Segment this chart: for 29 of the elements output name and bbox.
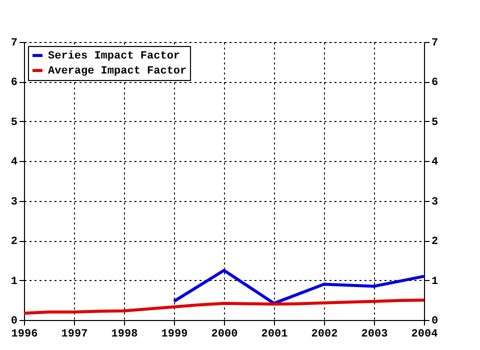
y2-tick-label: 1	[432, 276, 438, 288]
x-tick-label: 1996	[11, 328, 38, 340]
y2-tick-label: 4	[432, 156, 438, 169]
y2-tick-label: 6	[432, 77, 438, 90]
legend-label: Series Impact Factor	[48, 50, 180, 62]
legend-label: Average Impact Factor	[48, 66, 187, 78]
y2-tick-label: 5	[432, 116, 438, 129]
y2-tick-label: 3	[432, 196, 438, 208]
x-tick-label: 2001	[261, 328, 288, 340]
line-series	[22, 298, 426, 315]
y-tick-label: 4	[10, 156, 18, 169]
x-tick-label: 1998	[111, 328, 138, 340]
y2-tick-label: 7	[432, 38, 438, 50]
x-tick-label: 2004	[411, 328, 438, 340]
y-tick-label: 7	[10, 38, 18, 50]
y2-tick-label: 0	[432, 316, 438, 328]
x-tick-label: 1997	[61, 328, 88, 340]
y-tick-label: 2	[10, 236, 18, 248]
y-tick-label: 0	[10, 316, 18, 328]
y-tick-label: 1	[10, 276, 18, 288]
x-tick-label: 1999	[161, 328, 188, 340]
x-tick-label: 2002	[311, 328, 338, 340]
y-tick-label: 3	[10, 196, 18, 208]
x-tick-label: 2000	[211, 328, 238, 340]
line-series	[172, 268, 426, 305]
y2-tick-label: 2	[432, 236, 438, 248]
x-tick-label: 2003	[361, 328, 388, 340]
y-tick-label: 5	[10, 116, 18, 129]
y-tick-label: 6	[10, 77, 18, 90]
